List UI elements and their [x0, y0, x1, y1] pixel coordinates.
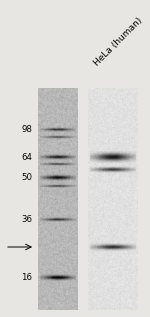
Text: 50: 50: [21, 173, 32, 183]
Text: 64: 64: [21, 152, 32, 161]
Text: 16: 16: [21, 274, 32, 282]
Text: 98: 98: [21, 126, 32, 134]
Text: HeLa (human): HeLa (human): [92, 16, 144, 68]
Text: 36: 36: [21, 216, 32, 224]
